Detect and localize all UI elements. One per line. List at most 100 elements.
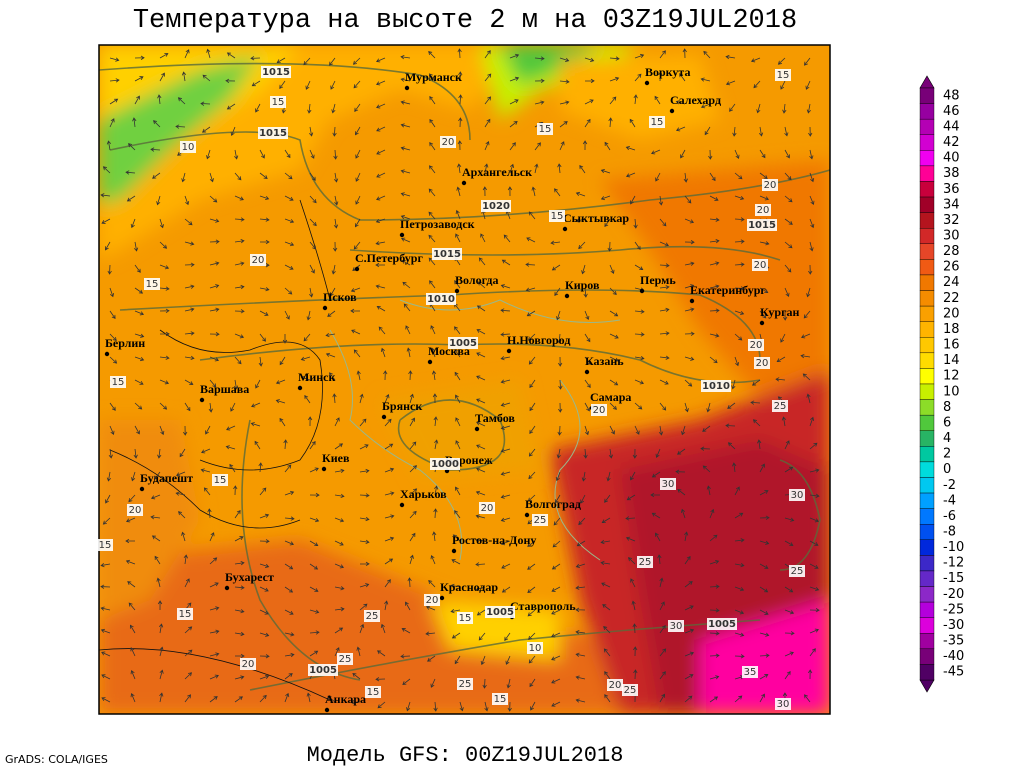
wind-arrow xyxy=(376,305,386,312)
contour-label-bg xyxy=(622,684,638,696)
wind-arrow xyxy=(551,701,561,707)
wind-arrow xyxy=(777,57,786,65)
wind-arrow xyxy=(100,584,111,589)
wind-arrow xyxy=(156,577,161,588)
wind-arrow xyxy=(809,468,820,473)
wind-arrow xyxy=(484,118,491,128)
wind-arrow xyxy=(534,56,545,61)
wind-arrow xyxy=(507,701,512,712)
colorbar-label: 10 xyxy=(943,384,960,399)
wind-arrow xyxy=(475,538,486,543)
wind-arrow xyxy=(159,425,165,436)
contour-label-bg xyxy=(424,594,440,606)
wind-arrow xyxy=(234,172,242,181)
wind-arrow xyxy=(200,101,211,106)
wind-arrow xyxy=(159,72,165,82)
city-label: Анкара xyxy=(325,692,366,706)
wind-arrow xyxy=(457,48,462,59)
colorbar-label: -40 xyxy=(943,649,964,664)
wind-arrow xyxy=(784,218,793,225)
wind-arrow xyxy=(759,149,766,159)
wind-arrow xyxy=(455,486,461,496)
wind-arrow xyxy=(352,672,361,680)
wind-arrow xyxy=(684,402,689,413)
colorbar-label: 24 xyxy=(943,275,960,290)
wind-arrow xyxy=(355,126,361,136)
wind-arrow xyxy=(584,78,595,84)
wind-arrow xyxy=(409,465,417,473)
wind-arrow xyxy=(709,261,720,266)
wind-arrow xyxy=(201,126,211,133)
contour-label: 20 xyxy=(764,180,777,191)
wind-arrow xyxy=(431,370,437,381)
wind-arrow xyxy=(601,517,611,524)
wind-arrow xyxy=(405,325,411,335)
wind-arrow xyxy=(659,50,666,59)
wind-arrow xyxy=(557,163,562,174)
wind-arrow xyxy=(134,95,140,105)
wind-arrow xyxy=(634,402,643,410)
wind-arrow xyxy=(709,675,720,680)
wind-arrow xyxy=(675,469,686,474)
wind-arrow xyxy=(400,654,411,659)
wind-arrow xyxy=(309,264,315,274)
wind-arrow xyxy=(209,606,220,611)
city-label: Самара xyxy=(590,390,631,404)
wind-arrow xyxy=(584,57,595,62)
city-label: Волгоград xyxy=(525,497,581,511)
wind-arrow xyxy=(458,117,463,128)
wind-arrow xyxy=(208,402,213,413)
wind-arrow xyxy=(634,379,645,385)
wind-arrow xyxy=(658,195,664,206)
contour-label: 30 xyxy=(662,479,675,490)
wind-arrow xyxy=(454,510,461,519)
wind-arrow xyxy=(556,310,561,321)
wind-arrow xyxy=(528,632,536,640)
contour-label: 25 xyxy=(791,566,804,577)
wind-arrow xyxy=(658,71,663,82)
wind-arrow xyxy=(309,563,319,570)
wind-arrow xyxy=(527,333,536,341)
wind-arrow xyxy=(100,562,111,568)
contour-label-bg xyxy=(754,357,770,369)
wind-arrow xyxy=(429,280,436,289)
wind-arrow xyxy=(759,241,770,246)
wind-arrow xyxy=(159,692,164,703)
wind-arrow xyxy=(201,448,211,454)
contour-label: 1005 xyxy=(309,665,337,676)
wind-arrow xyxy=(283,439,288,450)
wind-arrow xyxy=(359,444,369,450)
colorbar-label: -30 xyxy=(943,618,964,633)
contour-label: 20 xyxy=(442,137,455,148)
wind-arrow xyxy=(359,603,368,611)
wind-arrow xyxy=(127,581,136,588)
wind-arrow xyxy=(376,195,386,201)
wind-arrow xyxy=(234,675,245,680)
wind-arrow xyxy=(134,55,145,60)
wind-arrow xyxy=(184,218,193,226)
wind-arrow xyxy=(209,379,217,388)
wind-arrow xyxy=(430,555,436,565)
wind-arrow xyxy=(184,331,195,336)
wind-arrow xyxy=(259,310,269,316)
wind-arrow xyxy=(500,471,511,476)
contour-label: 20 xyxy=(593,405,606,416)
contour-label-bg xyxy=(426,293,456,305)
city-label: Казань xyxy=(585,354,624,368)
city-label: Ставрополь xyxy=(510,599,576,613)
wind-arrow xyxy=(625,146,636,151)
wind-arrow xyxy=(700,77,711,82)
wind-arrow xyxy=(631,600,636,611)
wind-arrow xyxy=(184,626,193,634)
contour-label-bg xyxy=(492,693,508,705)
wind-arrow xyxy=(604,671,611,680)
wind-arrow xyxy=(259,149,265,159)
wind-arrow xyxy=(279,356,286,366)
wind-arrow xyxy=(809,241,814,252)
wind-arrow xyxy=(332,241,338,252)
wind-arrow xyxy=(129,624,136,634)
wind-arrow xyxy=(809,540,819,546)
contour-label-bg xyxy=(308,664,338,676)
colorbar-label: 12 xyxy=(943,369,960,384)
contour-label-bg xyxy=(448,337,478,349)
